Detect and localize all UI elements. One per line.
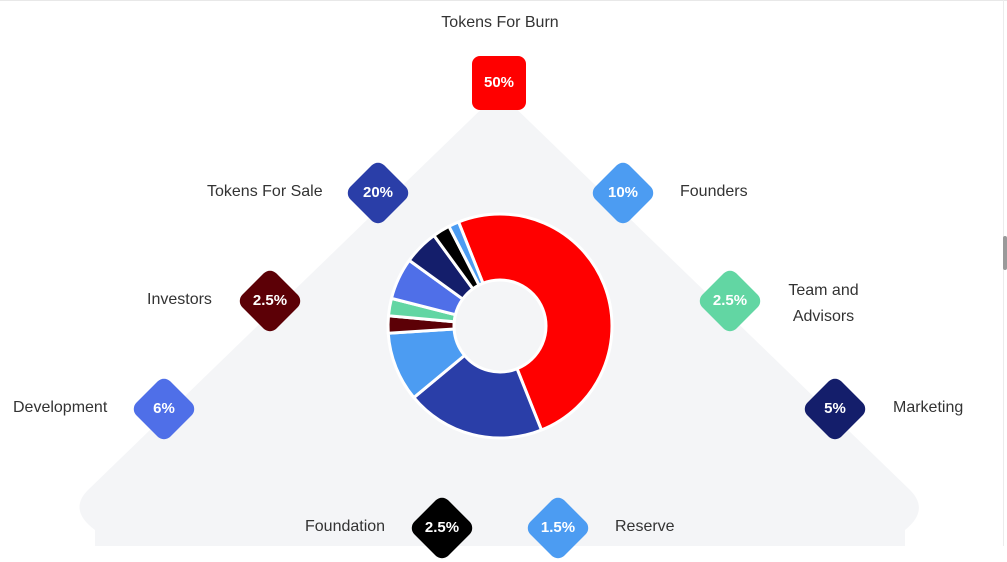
- badge-value-team-and-advisors: 2.5%: [712, 292, 748, 309]
- label-team-and-advisors: Team and Advisors: [788, 282, 859, 325]
- right-scroll-edge: [1003, 0, 1004, 546]
- label-investors: Investors: [147, 291, 212, 308]
- donut-slice-tokens-for-burn: [457, 212, 614, 432]
- label-marketing: Marketing: [893, 399, 964, 416]
- badge-value-foundation: 2.5%: [424, 519, 460, 536]
- label-founders: Founders: [680, 183, 748, 200]
- donut-slice-tokens-for-sale: [412, 353, 543, 440]
- badge-value-reserve: 1.5%: [540, 519, 576, 536]
- background-triangle: [79, 92, 919, 546]
- label-foundation: Foundation: [305, 518, 386, 535]
- label-development: Development: [13, 399, 108, 416]
- background-triangle-layer: [79, 92, 919, 546]
- scroll-handle[interactable]: [1003, 236, 1007, 270]
- donut-chart: [386, 212, 614, 440]
- donut-slice-reserve: [447, 220, 485, 287]
- badge-value-investors: 2.5%: [252, 292, 288, 309]
- badge-value-marketing: 5%: [824, 400, 846, 417]
- label-reserve: Reserve: [615, 518, 675, 535]
- badge-value-founders: 10%: [607, 184, 639, 201]
- top-border: [0, 0, 1007, 1]
- badge-value-tokens-for-sale: 20%: [362, 184, 394, 201]
- badge-value-development: 6%: [153, 400, 175, 417]
- label-tokens-for-burn: Tokens For Burn: [441, 14, 559, 31]
- badge-tokens-for-burn: [472, 56, 526, 110]
- label-tokens-for-sale: Tokens For Sale: [207, 183, 323, 200]
- badge-value-tokens-for-burn: 50%: [483, 74, 515, 91]
